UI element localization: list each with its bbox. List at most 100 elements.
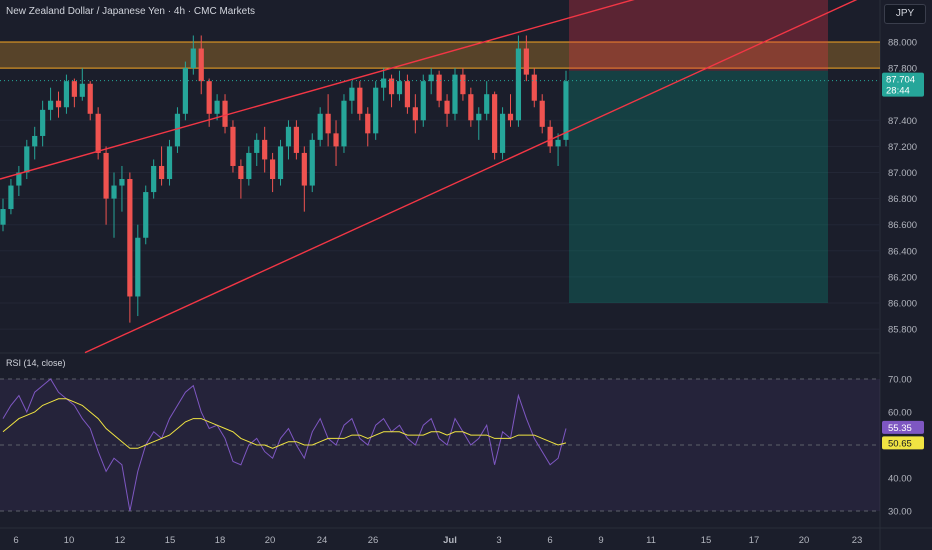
rsi-axis[interactable]: 70.00 60.00 40.00 30.00 55.35 50.65 (882, 375, 924, 518)
time-tick-label: 18 (215, 535, 226, 546)
candle-body (412, 107, 418, 121)
price-tick-label: 86.200 (888, 272, 917, 283)
candle-body (95, 113, 101, 153)
price-tick-label: 87.400 (888, 116, 917, 127)
candle-body (444, 100, 450, 114)
candle-body (555, 139, 561, 147)
time-tick-label: 17 (749, 535, 760, 546)
candle-body (396, 81, 403, 95)
candle-body (468, 94, 474, 121)
candle-body (143, 192, 149, 238)
candle-body (277, 146, 284, 180)
stop-loss-area[interactable] (569, 0, 828, 71)
candle-body (317, 113, 323, 140)
candle-body (460, 74, 466, 95)
time-tick-label: 12 (115, 535, 126, 546)
candle-body (8, 185, 14, 210)
take-profit-area[interactable] (569, 70, 828, 304)
candle-body (341, 100, 347, 147)
price-tick-label: 86.600 (888, 220, 917, 231)
rsi-tick-label: 40.00 (888, 474, 912, 485)
candle-body (333, 133, 339, 147)
candle-body (63, 81, 70, 108)
candle-body (16, 172, 22, 186)
candle-body (79, 83, 85, 97)
candle-body (198, 48, 204, 82)
candle-body (166, 146, 173, 180)
candle-body (127, 179, 133, 297)
candle-body (158, 165, 165, 180)
rsi-legend-label[interactable]: RSI (14, close) (6, 358, 66, 368)
currency-button[interactable]: JPY (884, 4, 926, 24)
price-tick-label: 86.400 (888, 246, 917, 257)
time-tick-label: Jul (443, 535, 457, 546)
price-axis[interactable]: 88.000 87.800 87.400 87.200 87.000 86.800 86.6… (882, 38, 924, 336)
time-tick-label: 6 (547, 535, 552, 546)
candle-body (365, 113, 371, 134)
rsi-tick-label: 30.00 (888, 507, 912, 518)
candle-body (270, 159, 276, 180)
last-price-tag[interactable] (882, 72, 924, 97)
rsi-line (2, 378, 567, 512)
rsi-pane-bg (0, 354, 880, 528)
candle-body (238, 165, 244, 180)
price-tick-label: 86.800 (888, 194, 917, 205)
candle-body (507, 113, 514, 121)
rsi-tick-label: 60.00 (888, 408, 912, 419)
time-tick-label: 3 (496, 535, 501, 546)
candle-body (436, 74, 442, 101)
time-tick-label: 20 (265, 535, 276, 546)
candle-body (293, 126, 299, 153)
candle-body (492, 94, 498, 153)
last-price-value: 87.704 (886, 75, 915, 86)
candle-body (24, 146, 30, 173)
short-position-tool[interactable] (569, 0, 828, 304)
price-tick-label: 85.800 (888, 325, 917, 336)
candle-body (103, 152, 109, 199)
candle-body (499, 113, 506, 153)
time-axis[interactable]: 6 10 12 15 18 20 24 26 Jul 3 6 9 11 15 17 20 23 (0, 527, 932, 546)
time-tick-label: 9 (598, 535, 603, 546)
candle-body (349, 87, 355, 101)
time-tick-label: 20 (799, 535, 810, 546)
candle-body (119, 179, 125, 186)
candle-body (206, 81, 212, 114)
price-tick-label: 87.000 (888, 168, 917, 179)
trendline[interactable] (84, 0, 858, 354)
candle-body (151, 165, 157, 193)
rsi-tick-label: 70.00 (888, 375, 912, 386)
candle-body (246, 152, 252, 180)
candle-body (388, 78, 395, 95)
symbol-title[interactable]: New Zealand Dollar / Japanese Yen · 4h ·… (6, 6, 256, 17)
time-tick-label: 15 (701, 535, 712, 546)
candle-body (0, 209, 6, 225)
candle-body (190, 48, 196, 69)
candle-body (531, 74, 537, 101)
time-tick-label: 6 (13, 535, 18, 546)
trendline[interactable] (0, 0, 636, 180)
rsi-ma-tag (882, 436, 924, 450)
time-tick-label: 24 (317, 535, 328, 546)
candle-body (254, 139, 260, 153)
candle-body (373, 87, 379, 134)
price-tick-label: 86.000 (888, 299, 917, 310)
candle-body (111, 185, 117, 199)
candle-body (301, 152, 307, 186)
candle-body (476, 113, 482, 121)
candle-body (539, 100, 545, 127)
time-tick-label: 11 (646, 535, 656, 546)
trendline-channel[interactable] (0, 0, 858, 354)
candle-body (523, 48, 529, 75)
rsi-value-tag (882, 420, 924, 434)
price-tick-label: 88.000 (888, 38, 917, 49)
rsi-value: 55.35 (888, 423, 912, 434)
candle-body (135, 237, 141, 297)
time-tick-label: 15 (165, 535, 176, 546)
candle-body (262, 139, 268, 160)
candle-body (285, 126, 292, 147)
price-grid (0, 41, 880, 330)
candle-body (452, 74, 458, 114)
time-tick-label: 10 (64, 535, 75, 546)
price-tick-label: 87.200 (888, 142, 917, 153)
